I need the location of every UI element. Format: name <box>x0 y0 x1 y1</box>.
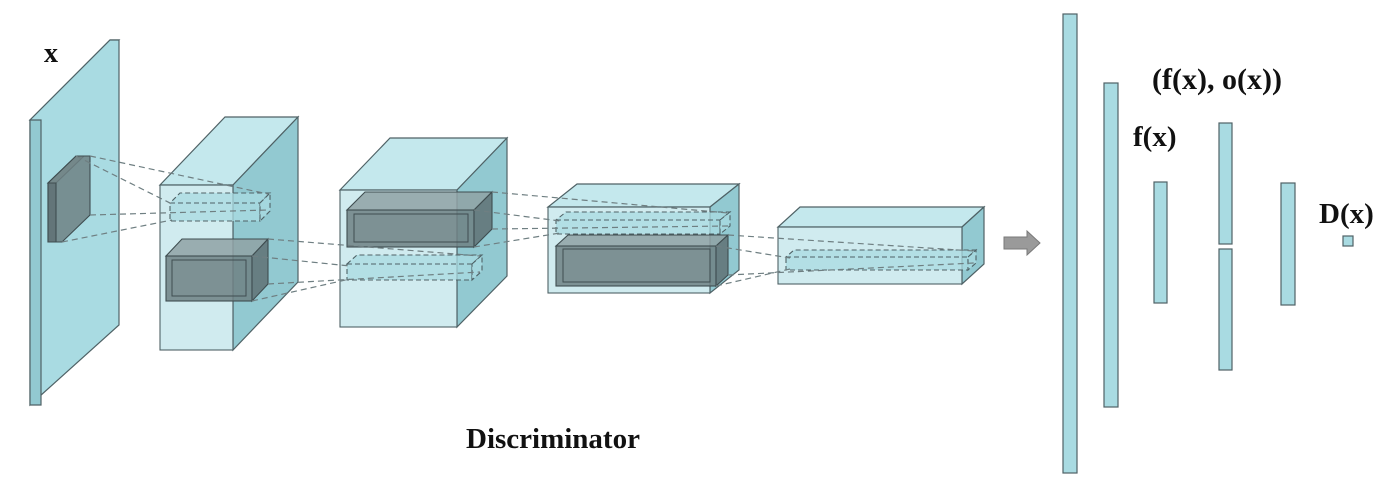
block2-kernel-bottom <box>345 254 484 265</box>
diagram-title: Discriminator <box>466 423 640 455</box>
block1-kernel-bottom <box>164 238 270 257</box>
output-label: D(x) <box>1319 198 1374 230</box>
block3-kernel-top <box>554 211 732 221</box>
fc-layer-f <box>1218 122 1233 245</box>
block2-kernel-top <box>345 191 494 211</box>
conv-block-2 <box>338 136 509 329</box>
fc-layer-2 <box>1103 82 1119 408</box>
conv-block-3 <box>546 182 741 295</box>
block4-kernel <box>784 249 978 258</box>
conv-block-4 <box>776 205 986 286</box>
feature-label: f(x) <box>1133 121 1177 153</box>
flow-arrow <box>1003 229 1041 257</box>
input-plane <box>28 39 121 407</box>
fc-layer-3 <box>1153 181 1168 304</box>
output-unit <box>1342 235 1354 247</box>
input-label: x <box>44 38 58 69</box>
fc-layer-4 <box>1280 182 1296 306</box>
fc-layers <box>1062 13 1354 474</box>
fc-layer-1 <box>1062 13 1078 474</box>
feature-pair-label: (f(x), o(x)) <box>1152 63 1282 96</box>
block3-kernel-bottom <box>554 234 730 247</box>
block1-kernel-top <box>168 192 272 204</box>
projection-lines <box>61 155 975 302</box>
fc-layer-o <box>1218 248 1233 371</box>
conv-block-1 <box>158 115 300 352</box>
